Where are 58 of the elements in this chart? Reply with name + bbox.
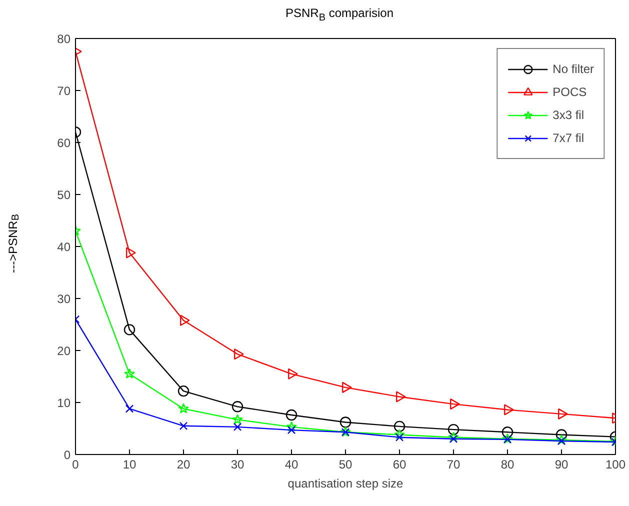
point [450,398,460,410]
point [286,421,297,432]
x-tick-label: 10 [122,458,136,472]
point [556,434,567,445]
x-tick-label: 70 [446,458,460,472]
point [395,433,404,442]
point [396,391,406,402]
x-tick-label: 100 [605,458,626,472]
point [232,414,243,424]
point [124,368,135,379]
y-tick-label: 0 [64,448,71,462]
point [126,247,136,258]
legend-label: 7x7 fil [552,131,584,145]
point [288,368,298,380]
legend-label: No filter [552,62,594,76]
x-tick-label: 80 [500,458,514,472]
point [179,422,188,430]
point [504,404,514,416]
point [394,429,405,440]
x-tick-label: 90 [554,458,568,472]
point [234,348,244,360]
x-tick-label: 40 [284,458,298,472]
point [557,436,566,446]
y-tick-label: 30 [57,292,71,306]
point [124,324,136,336]
y-tick-label: 70 [57,84,71,98]
point [448,432,459,442]
point [125,404,134,413]
point [449,434,458,444]
point [178,385,190,397]
x-tick-label: 50 [338,458,352,472]
point [233,422,242,432]
point [180,314,190,326]
y-tick-label: 50 [57,188,71,202]
x-tick-label: 0 [72,458,80,472]
point [448,424,460,436]
point [286,409,298,421]
point [342,382,352,394]
x-tick-label: 60 [392,458,406,472]
point [340,416,352,428]
y-tick-label: 40 [57,240,71,254]
point [502,426,514,438]
chart-title: PSNR$_{B}$ comparision [285,5,394,26]
point [394,420,406,432]
y-tick-label: 20 [57,344,71,358]
legend-label: 3x3 fil [552,108,584,122]
point [232,401,244,412]
y-tick-label: 60 [57,136,71,150]
point [178,403,189,414]
point [556,429,568,440]
x-tick-label: 30 [230,458,244,472]
x-tick-label: 20 [176,458,190,472]
point [287,426,296,434]
point [558,408,568,420]
legend-label: POCS [552,85,587,99]
y-tick-label: 80 [57,32,71,46]
x-axis-title: quantisation step size [288,476,404,490]
y-tick-label: 10 [57,396,71,410]
